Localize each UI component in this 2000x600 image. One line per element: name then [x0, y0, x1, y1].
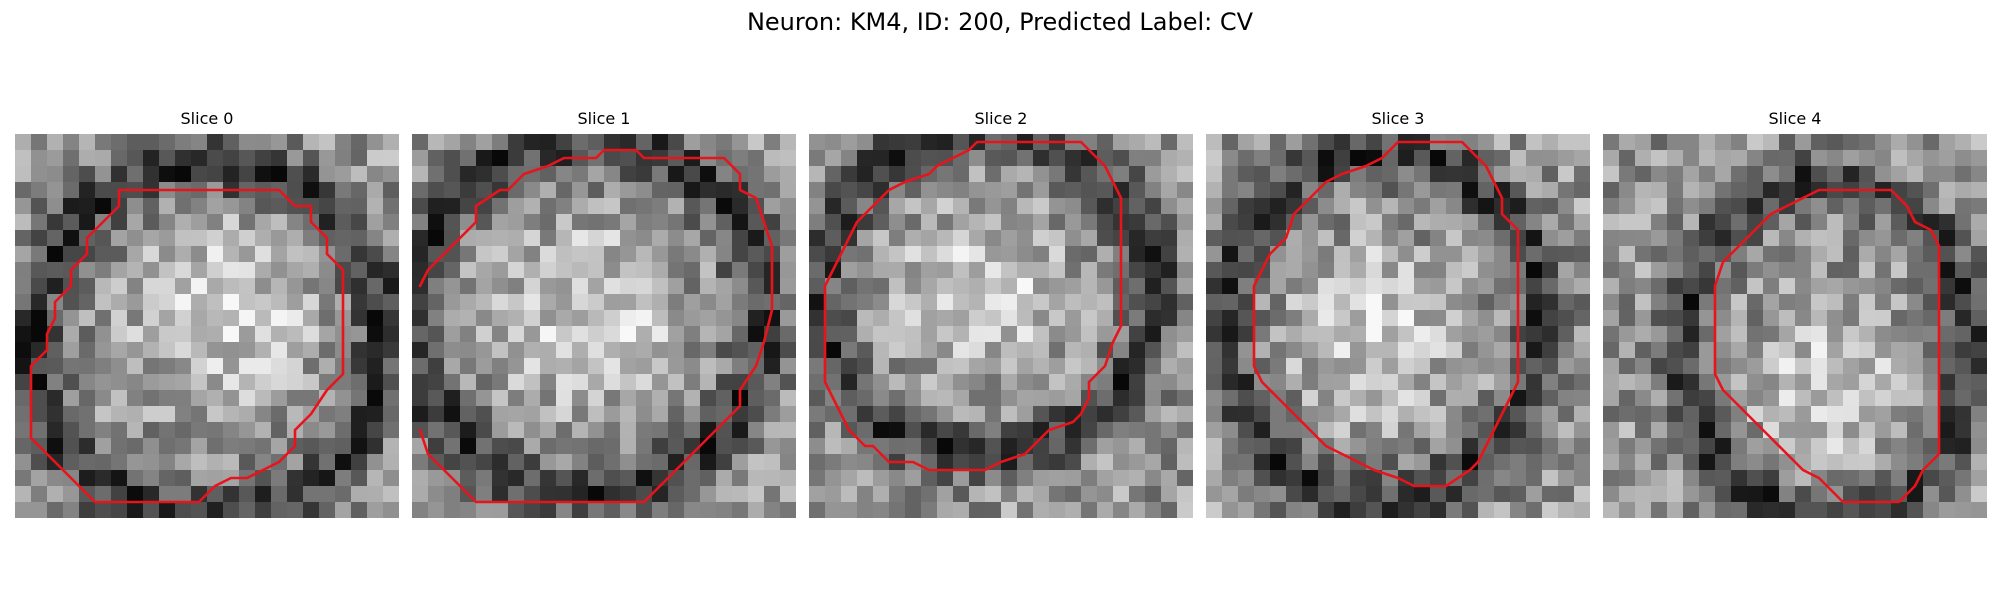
segmentation-contour: [29, 188, 345, 504]
slice-pixels: [15, 134, 399, 518]
slice-4-panel: Slice 4: [1603, 108, 1987, 518]
slice-2-image: [809, 134, 1193, 518]
segmentation-contour: [823, 140, 1123, 472]
slice-4-image: [1603, 134, 1987, 518]
slice-pixels: [1603, 134, 1987, 518]
slice-1-image: [412, 134, 796, 518]
slice-2-title: Slice 2: [974, 109, 1028, 128]
slice-pixels: [809, 134, 1193, 518]
slice-3-image: [1206, 134, 1590, 518]
slice-0-title: Slice 0: [180, 109, 234, 128]
slice-pixels: [1206, 134, 1590, 518]
slice-1-title: Slice 1: [577, 109, 631, 128]
slice-4-title: Slice 4: [1768, 109, 1822, 128]
segmentation-contour: [1713, 188, 1941, 504]
segmentation-contour: [418, 148, 774, 504]
slice-2-panel: Slice 2: [809, 108, 1193, 518]
slice-pixels: [412, 134, 796, 518]
slice-0-image: [15, 134, 399, 518]
figure-title: Neuron: KM4, ID: 200, Predicted Label: C…: [746, 8, 1254, 36]
slice-3-panel: Slice 3: [1206, 108, 1590, 518]
slice-0-panel: Slice 0: [15, 108, 399, 518]
slice-3-title: Slice 3: [1371, 109, 1425, 128]
slice-1-panel: Slice 1: [412, 108, 796, 518]
segmentation-contour: [1252, 140, 1520, 488]
